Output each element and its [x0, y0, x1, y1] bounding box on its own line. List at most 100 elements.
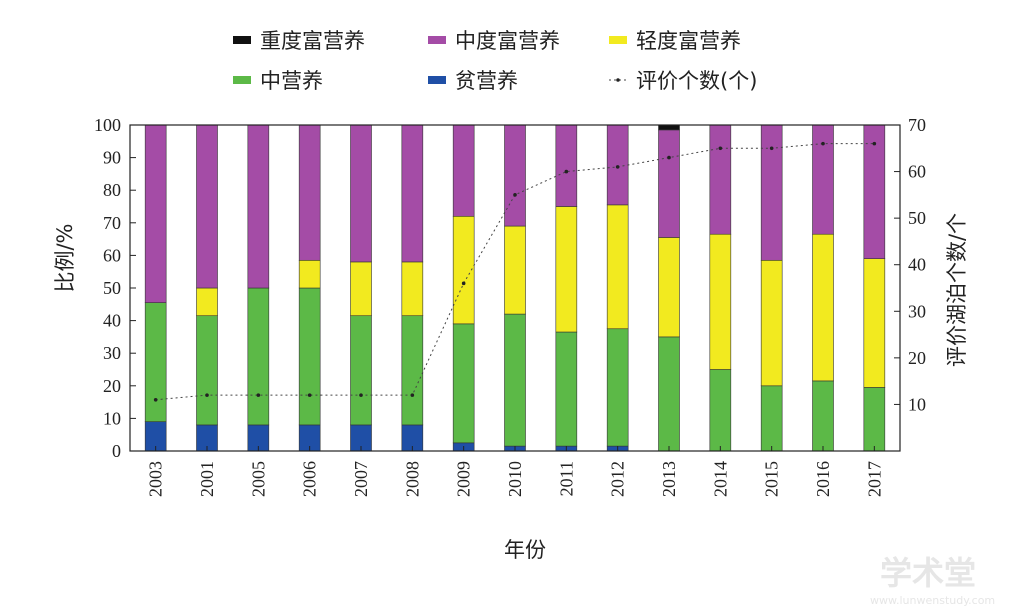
bar-segment [452, 323, 475, 444]
bar-segment [401, 261, 424, 317]
line-point [410, 393, 415, 397]
y-tick-label: 100 [94, 115, 121, 135]
bar-segment [812, 380, 834, 452]
y-tick-label: 10 [103, 408, 121, 428]
x-tick-label: 2003 [146, 461, 166, 497]
x-tick-label: 2005 [248, 461, 268, 497]
bar-segment [658, 124, 680, 131]
bar-segment [555, 124, 578, 207]
legend-marker [616, 78, 620, 82]
line-point [821, 141, 825, 146]
legend-label: 轻度富营养 [636, 29, 741, 53]
y-tick-label: 60 [103, 245, 121, 265]
line-point [769, 146, 774, 151]
bar-segment [298, 287, 321, 426]
line-point [615, 165, 620, 169]
x-tick-label: 2011 [556, 461, 576, 496]
bar-series [144, 124, 886, 452]
bar-segment [350, 124, 372, 263]
y-tick-label: 30 [103, 343, 121, 363]
bar-segment [298, 259, 321, 289]
legend-label: 中度富营养 [455, 29, 560, 53]
x-tick-label: 2014 [710, 461, 730, 497]
bar-segment [863, 387, 886, 452]
x-tick-label: 2001 [197, 461, 217, 497]
line-point [564, 169, 569, 174]
line-point [513, 193, 517, 197]
x-tick-label: 2017 [864, 461, 884, 497]
y-tick-label: 50 [103, 278, 121, 298]
x-tick-label: 2010 [505, 461, 525, 497]
line-series [153, 141, 877, 402]
x-tick-label: 2013 [659, 461, 679, 497]
x-tick-label: 2008 [402, 461, 422, 497]
bar-segment [709, 369, 732, 452]
line-point [307, 393, 312, 397]
bar-segment [401, 124, 424, 263]
bar-segment [555, 331, 578, 447]
legend-label: 重度富营养 [260, 29, 365, 53]
legend-label: 评价个数(个) [636, 69, 757, 93]
line-point [718, 146, 723, 151]
legend-item: 中度富营养 [428, 29, 560, 53]
bar-segment [196, 315, 218, 426]
bar-segment [658, 237, 680, 338]
bar-segment [452, 124, 475, 217]
bar-segment [350, 315, 372, 426]
y-tick-label: 40 [103, 311, 121, 331]
line-point [205, 393, 209, 397]
line-point [359, 393, 363, 397]
axes: 0 10 20 30 40 50 60 70 80 90 100 10 20 30 40 50 60 70 2003… [94, 115, 926, 497]
legend-swatch [428, 76, 446, 84]
bar-segment [606, 328, 629, 447]
legend-swatch [609, 36, 627, 44]
line-point [256, 393, 261, 397]
legend-item: 评价个数(个) [609, 69, 757, 93]
bar-segment [812, 124, 834, 235]
bar-segment [401, 315, 424, 426]
y2-tick-label: 30 [908, 301, 926, 321]
bar-segment [709, 233, 732, 370]
x-axis-label: 年份 [504, 538, 546, 562]
bar-segment [606, 124, 629, 206]
x-tick-label: 2007 [351, 461, 371, 497]
bar-segment [247, 287, 270, 426]
bar-segment [863, 258, 886, 388]
y-tick-label: 90 [103, 148, 121, 168]
y-tick-label: 20 [103, 376, 121, 396]
bar-segment [504, 225, 526, 315]
y2-tick-label: 20 [908, 348, 926, 368]
y-axis-label: 比例/% [53, 223, 77, 292]
y2-tick-label: 50 [908, 208, 926, 228]
bar-segment [298, 124, 321, 261]
legend-item: 中营养 [233, 69, 323, 93]
bar-segment [709, 124, 732, 235]
bar-segment [504, 124, 526, 227]
bar-segment [760, 259, 783, 387]
y2-tick-label: 70 [908, 115, 926, 135]
legend-swatch [233, 76, 251, 84]
bar-segment [606, 204, 629, 330]
y-tick-label: 0 [112, 441, 121, 461]
bar-segment [658, 129, 680, 238]
bar-segment [144, 302, 167, 422]
y-tick-label: 70 [103, 213, 121, 233]
line-point [461, 281, 466, 286]
y2-tick-label: 60 [908, 162, 926, 182]
bar-segment [144, 124, 167, 303]
x-tick-label: 2016 [813, 461, 833, 497]
bar-segment [760, 385, 783, 452]
bar-segment [247, 124, 270, 289]
x-tick-label: 2006 [300, 461, 320, 497]
bar-segment [350, 261, 372, 317]
legend-swatch [428, 36, 446, 44]
legend-label: 中营养 [260, 69, 323, 93]
watermark-url: www.lunwenstudy.com [870, 594, 995, 607]
legend-item: 重度富营养 [233, 29, 365, 53]
bar-segment [555, 206, 578, 333]
x-tick-label: 2012 [608, 461, 628, 497]
bar-segment [658, 336, 680, 452]
bar-segment [196, 124, 218, 289]
